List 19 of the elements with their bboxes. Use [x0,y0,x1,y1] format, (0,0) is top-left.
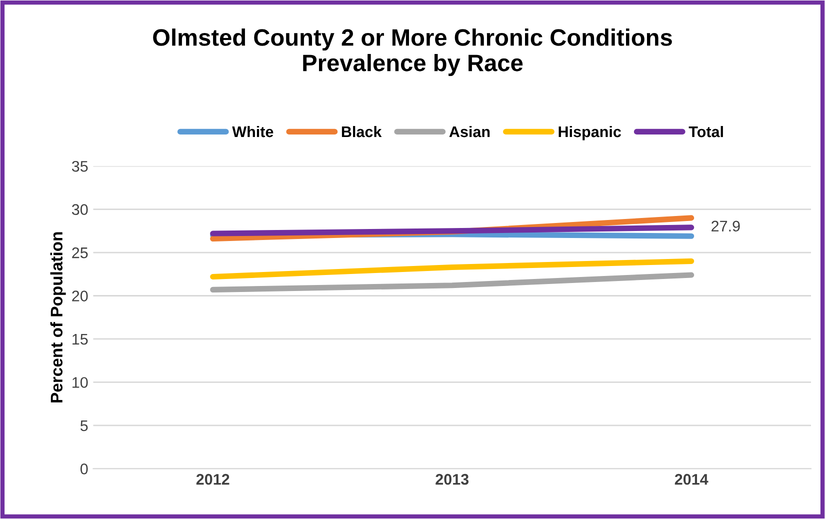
y-tick-label: 5 [80,420,88,432]
legend-label: Asian [449,126,490,138]
y-tick-label: 15 [72,334,88,345]
legend-label: Total [688,126,723,138]
x-tick-label: 2014 [674,474,708,485]
legend-label: Hispanic [558,126,621,140]
chart-title: Olmsted County 2 or More Chronic Conditions Prevalence by Race [153,28,672,76]
legend-label: White [232,126,274,138]
y-tick-label: 0 [80,464,88,474]
y-tick-label: 30 [72,204,88,215]
x-tick-label: 2012 [196,474,230,485]
y-tick-label: 35 [72,160,88,172]
data-label: 27.9 [712,220,740,232]
legend-label: Black [342,126,382,138]
y-tick-label: 25 [72,247,88,258]
y-axis-title: Percent of Population [50,232,66,402]
x-tick-label: 2013 [436,474,469,485]
y-tick-label: 20 [72,290,88,302]
y-tick-label: 10 [72,377,88,388]
